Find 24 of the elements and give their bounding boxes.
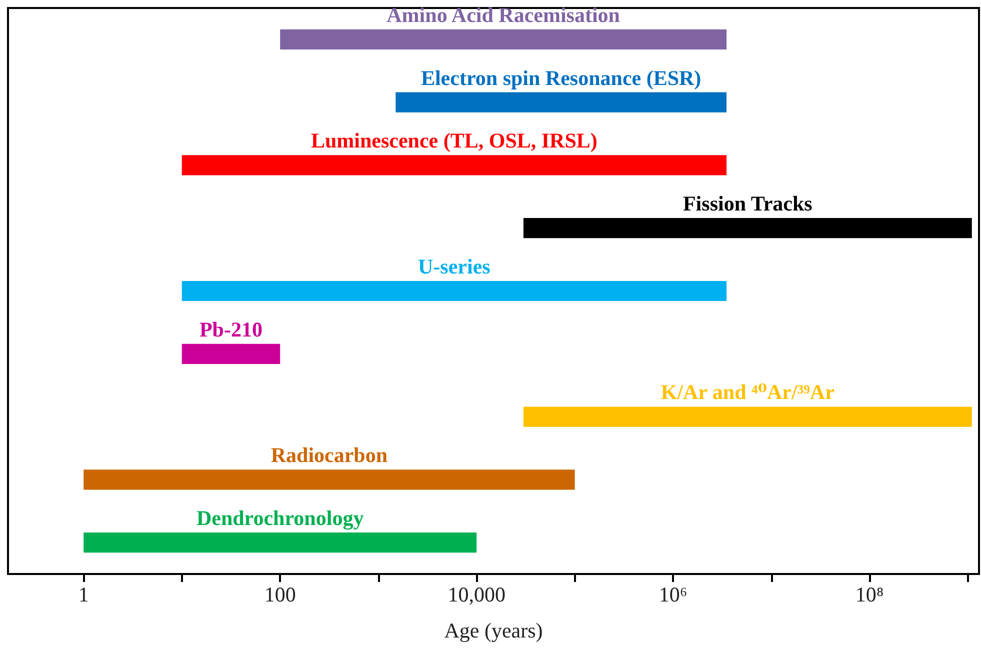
bar xyxy=(523,218,972,238)
x-tick-label: 1 xyxy=(78,582,89,606)
y-tick-label: Fission Tracks xyxy=(682,192,812,216)
bar xyxy=(182,344,280,364)
y-tick-label: U-series xyxy=(418,254,490,278)
x-tick-label: 10⁶ xyxy=(658,582,688,606)
y-tick-label: Luminescence (TL, OSL, IRSL) xyxy=(310,128,598,153)
bar xyxy=(84,470,575,490)
y-tick-label: Pb-210 xyxy=(199,317,262,342)
bar xyxy=(523,406,972,427)
y-tick-label: Electron spin Resonance (ESR) xyxy=(420,66,702,90)
y-tick-label: Radiocarbon xyxy=(270,443,388,468)
bar xyxy=(396,92,727,112)
x-axis-title: Age (years) xyxy=(444,618,543,642)
bar xyxy=(182,155,727,176)
x-tick-label: 10⁸ xyxy=(855,582,884,606)
bar xyxy=(182,280,727,302)
x-tick-label: 100 xyxy=(264,582,296,606)
y-tick-label: Dendrochronology xyxy=(196,506,364,530)
bar xyxy=(84,532,477,553)
x-tick-label: 10,000 xyxy=(448,582,506,606)
y-tick-label: K/Ar and ⁴⁰Ar/³⁹Ar xyxy=(660,380,834,404)
bar xyxy=(280,29,727,50)
y-tick-label: Amino Acid Racemisation xyxy=(386,2,620,27)
